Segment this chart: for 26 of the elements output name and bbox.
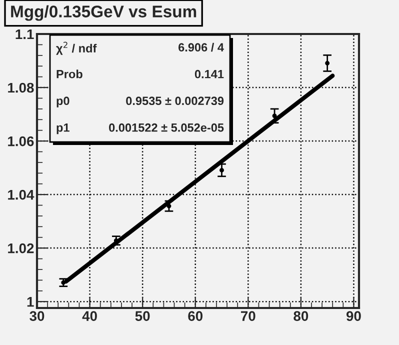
- annotation: χ$^{2}$ / ndf: [56, 42, 97, 55]
- annotation: Prob: [56, 70, 82, 78]
- annotation: p0: [56, 96, 70, 108]
- annotation: 0.9535 ± 0.002739: [126, 96, 224, 106]
- annotation: 6.906 / 4: [178, 42, 224, 52]
- annotation: p1: [56, 124, 70, 134]
- annotation: 0.141: [194, 70, 224, 78]
- point: [325, 60, 330, 66]
- x-tick-label: 40: [82, 311, 97, 321]
- y-tick-label: 1.1: [16, 29, 34, 40]
- y-tick-label: 1.08: [8, 82, 34, 93]
- y-tick-label: 1.02: [8, 243, 34, 254]
- chart-title: Mgg/0.135GeV vs Esum: [11, 5, 196, 21]
- x-tick-label: 50: [135, 311, 150, 321]
- x-tick-label: 70: [241, 311, 256, 321]
- x-tick-label: 60: [188, 311, 203, 321]
- point: [220, 168, 224, 172]
- y-tick-label: 1.06: [8, 136, 34, 146]
- x-tick-label: 90: [346, 311, 361, 321]
- annotation: 0.001522 ± 5.052e-05: [109, 123, 224, 132]
- point: [166, 204, 172, 208]
- point: [272, 114, 277, 118]
- y-tick-label: 1.04: [8, 190, 34, 200]
- x-tick-label: 80: [294, 311, 308, 321]
- x-tick-label: 30: [30, 311, 44, 321]
- y-tick-label: 1: [27, 297, 34, 307]
